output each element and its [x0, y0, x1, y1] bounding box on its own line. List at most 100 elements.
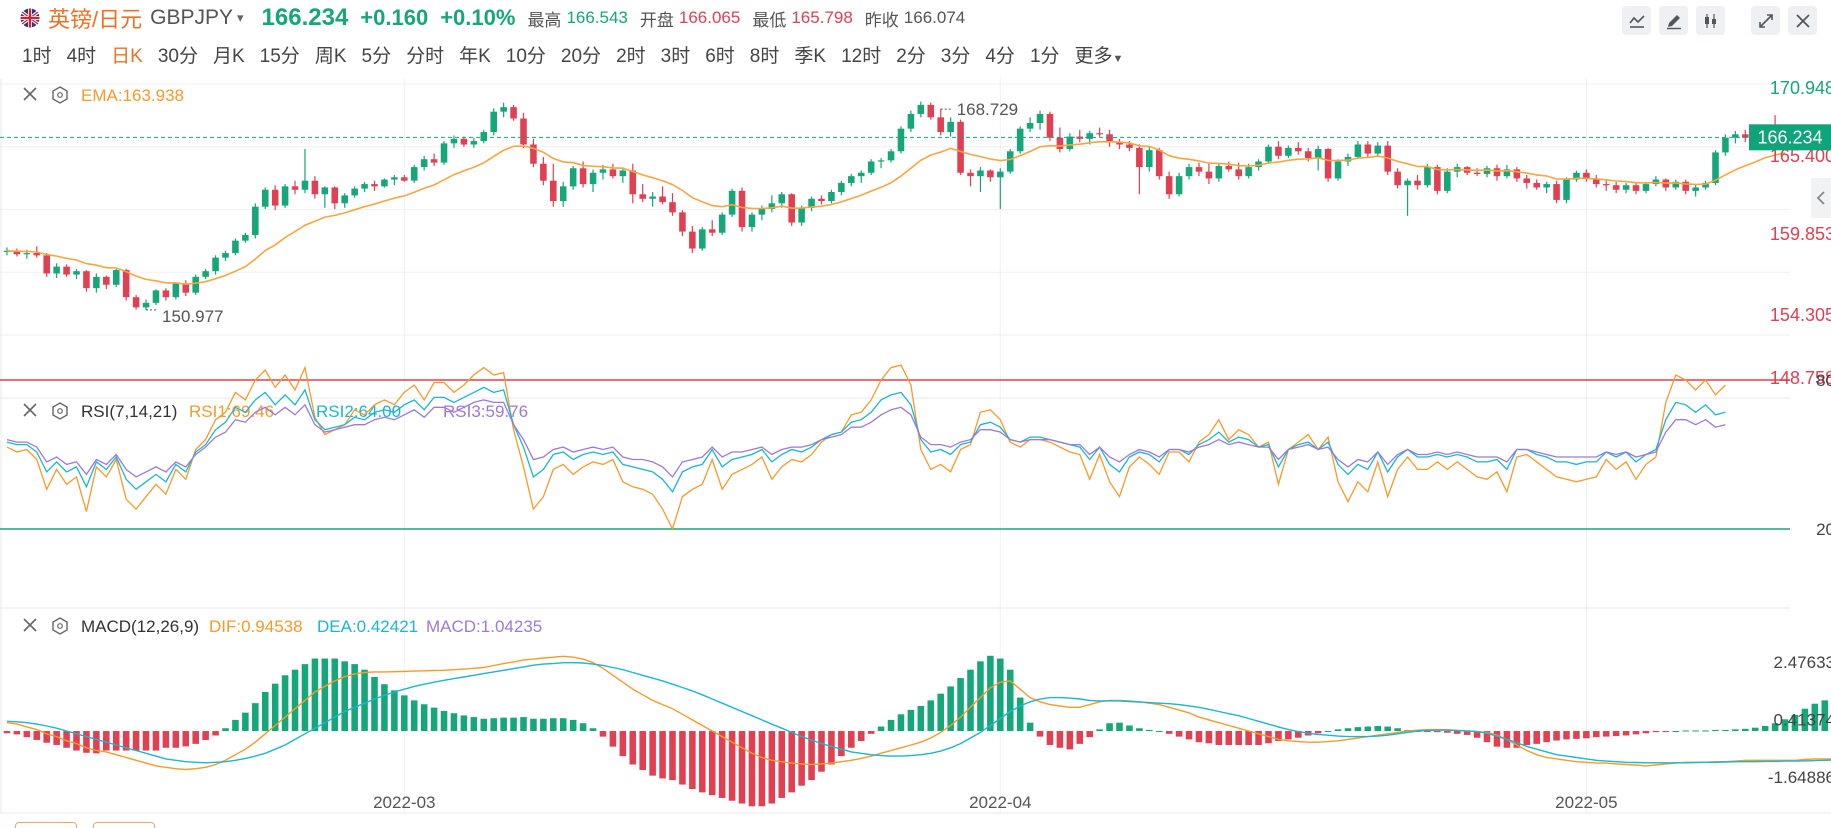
period-tab[interactable]: 12时 — [841, 45, 882, 67]
macd-bar — [589, 728, 597, 732]
candle — [430, 153, 438, 166]
macd-bar — [222, 728, 229, 732]
macd-bar — [1543, 731, 1550, 743]
macd-bar — [669, 731, 676, 781]
symbol-selector[interactable]: GBPJPY — [150, 6, 233, 29]
candle-body — [381, 179, 388, 187]
indicator-icon — [1628, 14, 1645, 28]
candle — [1364, 141, 1372, 157]
period-tab[interactable]: 季K — [794, 45, 827, 67]
candle-body — [83, 271, 90, 289]
period-tab[interactable]: 3时 — [660, 45, 691, 67]
candle-body — [1116, 142, 1123, 145]
macd-bar — [609, 731, 617, 747]
period-tab[interactable]: 年K — [459, 45, 491, 67]
candle — [1215, 162, 1223, 182]
candle — [1096, 127, 1103, 137]
macd-bar — [887, 719, 895, 732]
period-tab[interactable]: 6时 — [705, 45, 735, 67]
period-tab[interactable]: 30分 — [157, 45, 198, 67]
macd-line-dif — [6, 655, 1831, 771]
macd-bar — [947, 686, 954, 732]
period-tab[interactable]: 3分 — [940, 45, 971, 67]
bottom-tab[interactable] — [15, 822, 77, 828]
y-tick-label: 165.400 — [1770, 146, 1831, 166]
candle-body — [1354, 144, 1362, 157]
candle-body — [1175, 176, 1183, 195]
candle-body — [1165, 176, 1173, 195]
period-tab[interactable]: 周K — [314, 45, 347, 67]
macd-bar — [152, 731, 160, 751]
candle-body — [112, 270, 120, 285]
macd-bar — [1742, 728, 1749, 732]
period-tab[interactable]: 2分 — [896, 45, 926, 67]
macd-bar — [142, 731, 150, 751]
last-price: 166.234 — [261, 4, 349, 31]
candle-body — [1593, 178, 1600, 185]
candle — [152, 289, 160, 306]
more-periods-button[interactable]: 更多▼ — [1075, 41, 1124, 68]
candle-body — [1106, 134, 1113, 143]
macd-bar — [778, 731, 786, 798]
period-tab[interactable]: 1时 — [22, 45, 52, 67]
chart-toolbar — [1622, 6, 1817, 35]
chart-type-button[interactable] — [1696, 6, 1725, 35]
period-tab[interactable]: 月K — [212, 45, 245, 67]
candle — [311, 176, 319, 199]
candle — [1404, 178, 1411, 216]
bottom-tab[interactable] — [93, 822, 155, 828]
macd-bar — [93, 731, 100, 754]
indicator-button[interactable] — [1622, 6, 1651, 35]
candle — [609, 163, 617, 179]
chevron-down-icon[interactable]: ▾ — [237, 10, 244, 25]
candle-body — [1712, 152, 1719, 183]
macd-bar — [341, 661, 348, 732]
candle — [212, 255, 219, 275]
macd-bar — [1593, 731, 1600, 738]
prev-close-label: 昨收 — [864, 10, 899, 30]
period-tab[interactable]: 8时 — [749, 45, 780, 67]
candle-body — [927, 104, 935, 118]
macd-bar — [1523, 731, 1531, 745]
candle-body — [13, 250, 21, 255]
candle-body — [1136, 147, 1143, 168]
macd-bar — [1016, 697, 1024, 732]
macd-bar — [242, 712, 249, 732]
fullscreen-button[interactable] — [1751, 6, 1780, 35]
period-tab[interactable]: 10分 — [505, 45, 546, 67]
period-tab[interactable]: 5分 — [361, 45, 392, 67]
candle — [1453, 163, 1461, 178]
macd-bar — [1314, 731, 1322, 734]
sidebar-toggle[interactable] — [1811, 178, 1831, 218]
macd-bar — [23, 731, 31, 738]
macd-bar — [1453, 731, 1461, 734]
macd-bar — [1781, 719, 1789, 732]
candle — [718, 212, 726, 235]
period-tab[interactable]: 分时 — [406, 45, 445, 67]
candle-body — [1245, 167, 1252, 177]
period-tab-active[interactable]: 日K — [111, 45, 143, 67]
macd-bar — [3, 731, 11, 734]
candle-body — [1444, 171, 1451, 191]
macd-bar — [1136, 728, 1143, 732]
period-tab[interactable]: 15分 — [259, 45, 300, 67]
draw-button[interactable] — [1659, 6, 1688, 35]
period-tab[interactable]: 2时 — [616, 45, 646, 67]
chart-area[interactable]: 170.948 165.400 159.853 154.305 148.758 166.2… — [0, 78, 1831, 828]
period-tab[interactable]: 1分 — [1029, 45, 1060, 67]
candle — [182, 280, 190, 297]
candle-body — [1205, 171, 1213, 179]
close-chart-button[interactable] — [1788, 6, 1817, 35]
macd-bar — [420, 704, 428, 732]
candle-body — [1622, 185, 1630, 190]
macd-tick-label: 0.41374 — [1774, 710, 1831, 729]
period-tab[interactable]: 4时 — [66, 45, 97, 67]
candle-body — [917, 104, 925, 114]
macd-bar — [1732, 729, 1739, 732]
macd-bar — [1702, 730, 1709, 732]
macd-title: MACD(12,26,9) — [81, 617, 199, 636]
candle — [371, 180, 378, 191]
period-tab[interactable]: 20分 — [560, 45, 602, 67]
candle-body — [1632, 185, 1640, 191]
period-tab[interactable]: 4分 — [985, 45, 1015, 67]
